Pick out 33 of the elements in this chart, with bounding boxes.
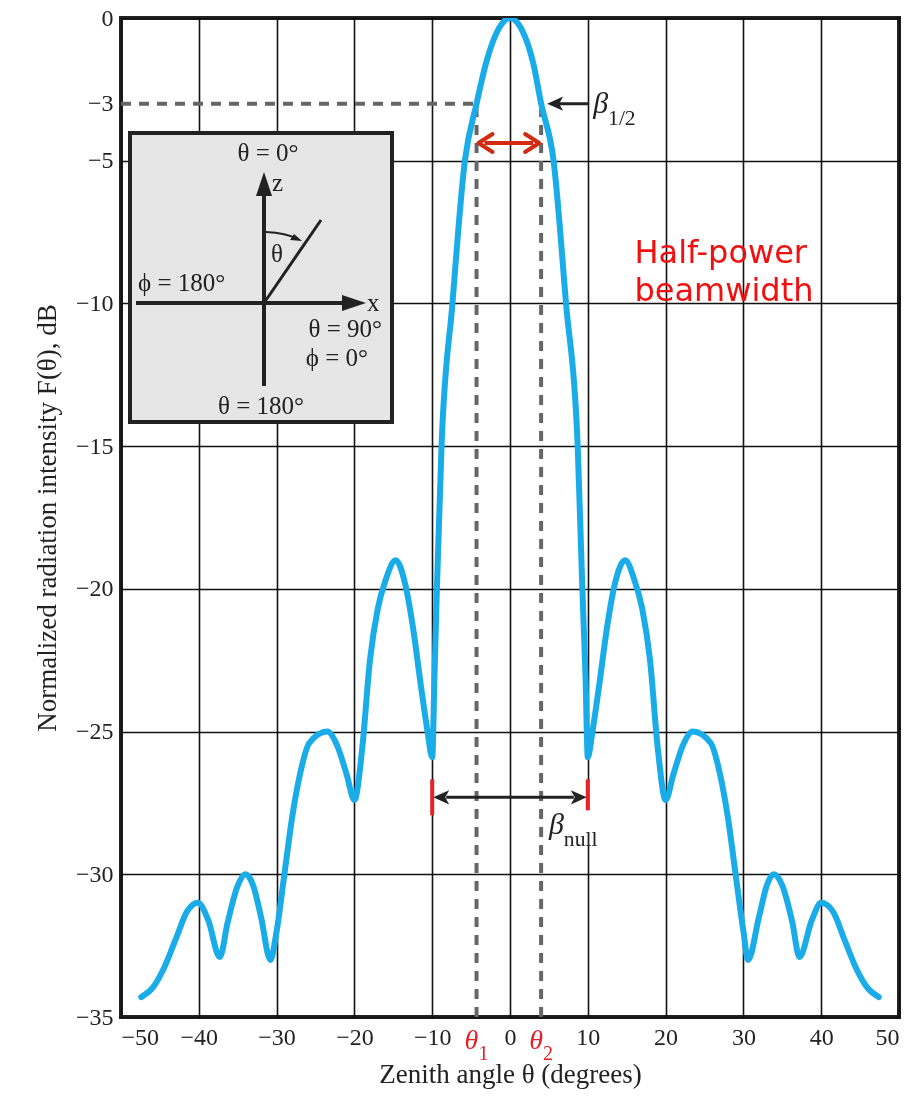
- annotation: θ = 90°: [308, 315, 382, 342]
- x-tick-label: −40: [180, 1023, 219, 1050]
- x-tick-label: −10: [413, 1023, 452, 1050]
- y-tick-label: −5: [87, 147, 114, 174]
- annotation: ϕ = 0°: [305, 344, 368, 371]
- annotation: θ = 180°: [217, 392, 305, 419]
- x-tick-label: −30: [258, 1023, 296, 1050]
- ref-line-label: θ$_{2}$: [529, 1024, 554, 1064]
- annotation: β$_{1/2}$: [592, 85, 636, 130]
- y-tick-label: −30: [75, 860, 114, 887]
- x-tick-label: 20: [654, 1023, 679, 1050]
- annotation: β$_{null}$: [547, 807, 598, 852]
- ref-line-label: θ$_{1}$: [464, 1024, 489, 1064]
- y-axis-title: Normalized radiation intensity F(θ), dB: [31, 304, 62, 732]
- annotation: θ: [271, 240, 283, 267]
- x-tick-label: −50: [121, 1023, 160, 1050]
- x-tick-label: 50: [875, 1023, 900, 1050]
- x-tick-label: 30: [731, 1023, 756, 1050]
- y-tick-label: −15: [75, 432, 114, 459]
- y-tick-label: −25: [75, 718, 114, 745]
- annotation: x: [367, 289, 380, 316]
- x-tick-label: 0: [504, 1023, 517, 1050]
- y-tick-label: −20: [75, 575, 114, 602]
- y-tick-label: −3: [87, 90, 114, 117]
- x-tick-label: 40: [809, 1023, 834, 1050]
- annotation: ϕ = 180°: [138, 269, 226, 296]
- y-tick-label: −35: [75, 1003, 114, 1030]
- x-tick-label: 10: [576, 1023, 601, 1050]
- y-tick-label: −10: [75, 289, 114, 316]
- annotation: θ = 0°: [237, 139, 299, 166]
- annotation: z: [272, 169, 284, 196]
- x-tick-label: −20: [336, 1023, 374, 1050]
- y-tick-label: 0: [101, 4, 114, 31]
